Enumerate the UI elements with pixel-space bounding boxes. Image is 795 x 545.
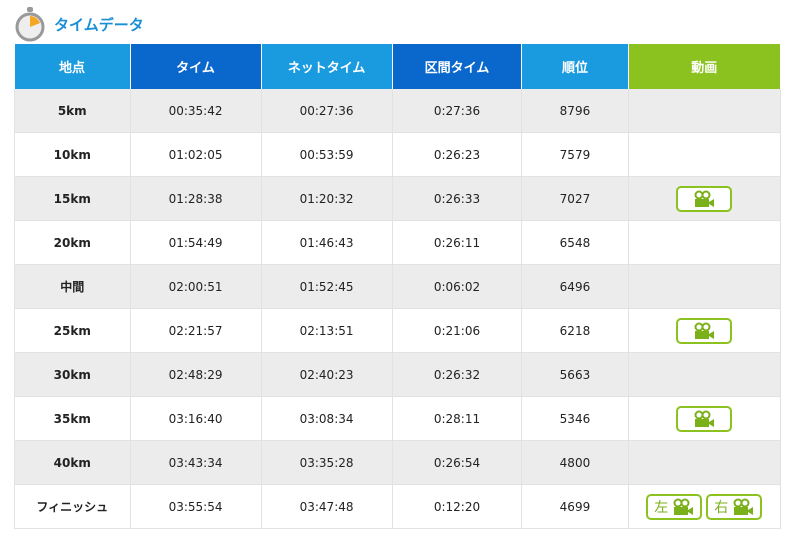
cell-rank: 7027 bbox=[521, 176, 629, 221]
cell-time: 02:00:51 bbox=[130, 264, 262, 309]
cell-rank: 5663 bbox=[521, 352, 629, 397]
cell-video bbox=[628, 396, 781, 441]
cell-point: 35km bbox=[14, 396, 131, 441]
video-button[interactable] bbox=[676, 405, 733, 432]
video-camera-icon bbox=[694, 410, 715, 427]
cell-time: 01:02:05 bbox=[130, 132, 262, 177]
table-row: 5km 00:35:42 00:27:36 0:27:36 8796 bbox=[14, 89, 781, 133]
cell-point: 30km bbox=[14, 352, 131, 397]
cell-split-time: 0:26:33 bbox=[392, 176, 523, 221]
table-row: 25km 02:21:57 02:13:51 0:21:06 6218 bbox=[14, 308, 781, 353]
header-rank: 順位 bbox=[521, 44, 629, 89]
header-time: タイム bbox=[130, 44, 262, 89]
cell-point: 5km bbox=[14, 89, 131, 133]
header-split-time: 区間タイム bbox=[392, 44, 523, 89]
cell-split-time: 0:26:11 bbox=[392, 220, 523, 265]
cell-net-time: 01:52:45 bbox=[261, 264, 393, 309]
cell-split-time: 0:06:02 bbox=[392, 264, 523, 309]
time-table: 地点 タイム ネットタイム 区間タイム 順位 動画 5km 00:35:42 00:… bbox=[14, 44, 781, 529]
cell-time: 02:21:57 bbox=[130, 308, 262, 353]
cell-time: 01:28:38 bbox=[130, 176, 262, 221]
cell-time: 03:16:40 bbox=[130, 396, 262, 441]
cell-video bbox=[628, 440, 781, 485]
cell-time: 03:43:34 bbox=[130, 440, 262, 485]
video-button[interactable] bbox=[676, 317, 733, 344]
header-point: 地点 bbox=[14, 44, 131, 89]
cell-split-time: 0:26:23 bbox=[392, 132, 523, 177]
cell-video bbox=[628, 264, 781, 309]
cell-point: 15km bbox=[14, 176, 131, 221]
cell-rank: 6496 bbox=[521, 264, 629, 309]
cell-net-time: 03:35:28 bbox=[261, 440, 393, 485]
cell-time: 01:54:49 bbox=[130, 220, 262, 265]
cell-video bbox=[628, 89, 781, 133]
cell-point: 10km bbox=[14, 132, 131, 177]
video-button[interactable]: 左 bbox=[646, 493, 703, 520]
table-row: 20km 01:54:49 01:46:43 0:26:11 6548 bbox=[14, 220, 781, 265]
cell-net-time: 01:20:32 bbox=[261, 176, 393, 221]
cell-time: 00:35:42 bbox=[130, 89, 262, 133]
cell-net-time: 02:40:23 bbox=[261, 352, 393, 397]
cell-point: 中間 bbox=[14, 264, 131, 309]
cell-split-time: 0:28:11 bbox=[392, 396, 523, 441]
video-camera-icon bbox=[733, 498, 754, 515]
cell-split-time: 0:21:06 bbox=[392, 308, 523, 353]
cell-rank: 7579 bbox=[521, 132, 629, 177]
cell-point: フィニッシュ bbox=[14, 484, 131, 529]
cell-split-time: 0:26:32 bbox=[392, 352, 523, 397]
cell-net-time: 01:46:43 bbox=[261, 220, 393, 265]
header-video: 動画 bbox=[628, 44, 781, 89]
cell-point: 40km bbox=[14, 440, 131, 485]
cell-rank: 6548 bbox=[521, 220, 629, 265]
cell-video bbox=[628, 352, 781, 397]
table-row: フィニッシュ 03:55:54 03:47:48 0:12:20 4699 左右 bbox=[14, 484, 781, 529]
cell-net-time: 00:53:59 bbox=[261, 132, 393, 177]
cell-video bbox=[628, 308, 781, 353]
stopwatch-icon bbox=[15, 7, 45, 42]
video-camera-icon bbox=[673, 498, 694, 515]
table-row: 35km 03:16:40 03:08:34 0:28:11 5346 bbox=[14, 396, 781, 441]
cell-video bbox=[628, 132, 781, 177]
video-side-label: 左 bbox=[654, 499, 669, 516]
cell-rank: 5346 bbox=[521, 396, 629, 441]
cell-video bbox=[628, 176, 781, 221]
cell-video: 左右 bbox=[628, 484, 781, 529]
cell-split-time: 0:26:54 bbox=[392, 440, 523, 485]
video-side-label: 右 bbox=[714, 499, 729, 516]
cell-point: 25km bbox=[14, 308, 131, 353]
section-title: タイムデータ bbox=[14, 6, 144, 42]
table-row: 30km 02:48:29 02:40:23 0:26:32 5663 bbox=[14, 352, 781, 397]
table-row: 10km 01:02:05 00:53:59 0:26:23 7579 bbox=[14, 132, 781, 177]
page-title: タイムデータ bbox=[54, 15, 144, 34]
cell-net-time: 02:13:51 bbox=[261, 308, 393, 353]
video-camera-icon bbox=[694, 190, 715, 207]
cell-time: 03:55:54 bbox=[130, 484, 262, 529]
cell-point: 20km bbox=[14, 220, 131, 265]
table-row: 15km 01:28:38 01:20:32 0:26:33 7027 bbox=[14, 176, 781, 221]
cell-rank: 6218 bbox=[521, 308, 629, 353]
video-camera-icon bbox=[694, 322, 715, 339]
video-button[interactable] bbox=[676, 185, 733, 212]
table-row: 中間 02:00:51 01:52:45 0:06:02 6496 bbox=[14, 264, 781, 309]
table-row: 40km 03:43:34 03:35:28 0:26:54 4800 bbox=[14, 440, 781, 485]
header-net-time: ネットタイム bbox=[261, 44, 393, 89]
cell-split-time: 0:12:20 bbox=[392, 484, 523, 529]
video-button[interactable]: 右 bbox=[706, 493, 763, 520]
cell-rank: 4699 bbox=[521, 484, 629, 529]
cell-video bbox=[628, 220, 781, 265]
cell-rank: 8796 bbox=[521, 89, 629, 133]
cell-rank: 4800 bbox=[521, 440, 629, 485]
cell-split-time: 0:27:36 bbox=[392, 89, 523, 133]
table-header: 地点 タイム ネットタイム 区間タイム 順位 動画 bbox=[14, 44, 781, 89]
cell-net-time: 03:47:48 bbox=[261, 484, 393, 529]
cell-net-time: 00:27:36 bbox=[261, 89, 393, 133]
cell-time: 02:48:29 bbox=[130, 352, 262, 397]
cell-net-time: 03:08:34 bbox=[261, 396, 393, 441]
